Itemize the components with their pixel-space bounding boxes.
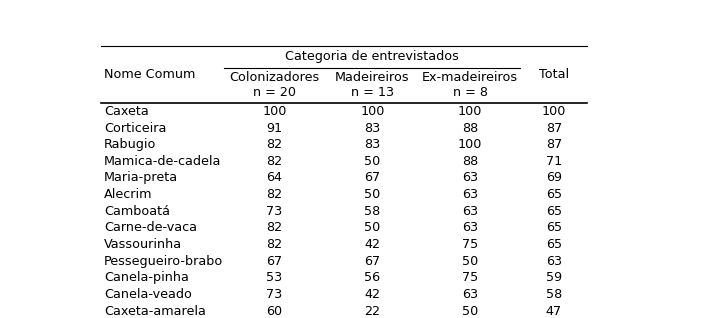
Text: 75: 75 bbox=[462, 271, 478, 284]
Text: 56: 56 bbox=[364, 271, 381, 284]
Text: 42: 42 bbox=[364, 238, 380, 251]
Text: Vassourinha: Vassourinha bbox=[104, 238, 182, 251]
Text: 88: 88 bbox=[462, 155, 478, 168]
Text: 50: 50 bbox=[462, 255, 478, 268]
Text: Nome Comum: Nome Comum bbox=[104, 68, 195, 81]
Text: 82: 82 bbox=[267, 221, 283, 234]
Text: 82: 82 bbox=[267, 155, 283, 168]
Text: Caxeta: Caxeta bbox=[104, 105, 149, 118]
Text: 67: 67 bbox=[364, 171, 381, 184]
Text: 42: 42 bbox=[364, 288, 380, 301]
Text: Alecrim: Alecrim bbox=[104, 188, 153, 201]
Text: 100: 100 bbox=[541, 105, 566, 118]
Text: 73: 73 bbox=[266, 205, 283, 218]
Text: 100: 100 bbox=[360, 105, 384, 118]
Text: 88: 88 bbox=[462, 121, 478, 135]
Text: Maria-preta: Maria-preta bbox=[104, 171, 178, 184]
Text: Pessegueiro-brabo: Pessegueiro-brabo bbox=[104, 255, 224, 268]
Text: 50: 50 bbox=[364, 188, 381, 201]
Text: 67: 67 bbox=[267, 255, 283, 268]
Text: 65: 65 bbox=[546, 221, 562, 234]
Text: 60: 60 bbox=[267, 305, 283, 318]
Text: 75: 75 bbox=[462, 238, 478, 251]
Text: 58: 58 bbox=[364, 205, 381, 218]
Text: 82: 82 bbox=[267, 188, 283, 201]
Text: 100: 100 bbox=[458, 105, 482, 118]
Text: 82: 82 bbox=[267, 238, 283, 251]
Text: 50: 50 bbox=[364, 221, 381, 234]
Text: Corticeira: Corticeira bbox=[104, 121, 167, 135]
Text: 64: 64 bbox=[267, 171, 283, 184]
Text: 91: 91 bbox=[267, 121, 283, 135]
Text: Canela-veado: Canela-veado bbox=[104, 288, 192, 301]
Text: Ex-madeireiros
n = 8: Ex-madeireiros n = 8 bbox=[422, 71, 518, 99]
Text: 87: 87 bbox=[546, 138, 562, 151]
Text: 53: 53 bbox=[266, 271, 283, 284]
Text: 63: 63 bbox=[462, 221, 478, 234]
Text: 47: 47 bbox=[546, 305, 562, 318]
Text: 65: 65 bbox=[546, 188, 562, 201]
Text: 58: 58 bbox=[546, 288, 562, 301]
Text: Total: Total bbox=[539, 68, 569, 81]
Text: 83: 83 bbox=[364, 121, 381, 135]
Text: 65: 65 bbox=[546, 238, 562, 251]
Text: 100: 100 bbox=[458, 138, 482, 151]
Text: 71: 71 bbox=[546, 155, 562, 168]
Text: 63: 63 bbox=[462, 171, 478, 184]
Text: 22: 22 bbox=[364, 305, 380, 318]
Text: 63: 63 bbox=[462, 188, 478, 201]
Text: Colonizadores
n = 20: Colonizadores n = 20 bbox=[229, 71, 319, 99]
Text: Madeireiros
n = 13: Madeireiros n = 13 bbox=[335, 71, 410, 99]
Text: 63: 63 bbox=[462, 288, 478, 301]
Text: 73: 73 bbox=[266, 288, 283, 301]
Text: Caxeta-amarela: Caxeta-amarela bbox=[104, 305, 206, 318]
Text: 50: 50 bbox=[462, 305, 478, 318]
Text: 67: 67 bbox=[364, 255, 381, 268]
Text: 82: 82 bbox=[267, 138, 283, 151]
Text: Rabugio: Rabugio bbox=[104, 138, 156, 151]
Text: 83: 83 bbox=[364, 138, 381, 151]
Text: 65: 65 bbox=[546, 205, 562, 218]
Text: Carne-de-vaca: Carne-de-vaca bbox=[104, 221, 197, 234]
Text: Categoria de entrevistados: Categoria de entrevistados bbox=[286, 50, 459, 63]
Text: Camboatá: Camboatá bbox=[104, 205, 170, 218]
Text: Canela-pinha: Canela-pinha bbox=[104, 271, 189, 284]
Text: 69: 69 bbox=[546, 171, 562, 184]
Text: 50: 50 bbox=[364, 155, 381, 168]
Text: 63: 63 bbox=[546, 255, 562, 268]
Text: Mamica-de-cadela: Mamica-de-cadela bbox=[104, 155, 221, 168]
Text: 59: 59 bbox=[546, 271, 562, 284]
Text: 100: 100 bbox=[262, 105, 287, 118]
Text: 63: 63 bbox=[462, 205, 478, 218]
Text: 87: 87 bbox=[546, 121, 562, 135]
